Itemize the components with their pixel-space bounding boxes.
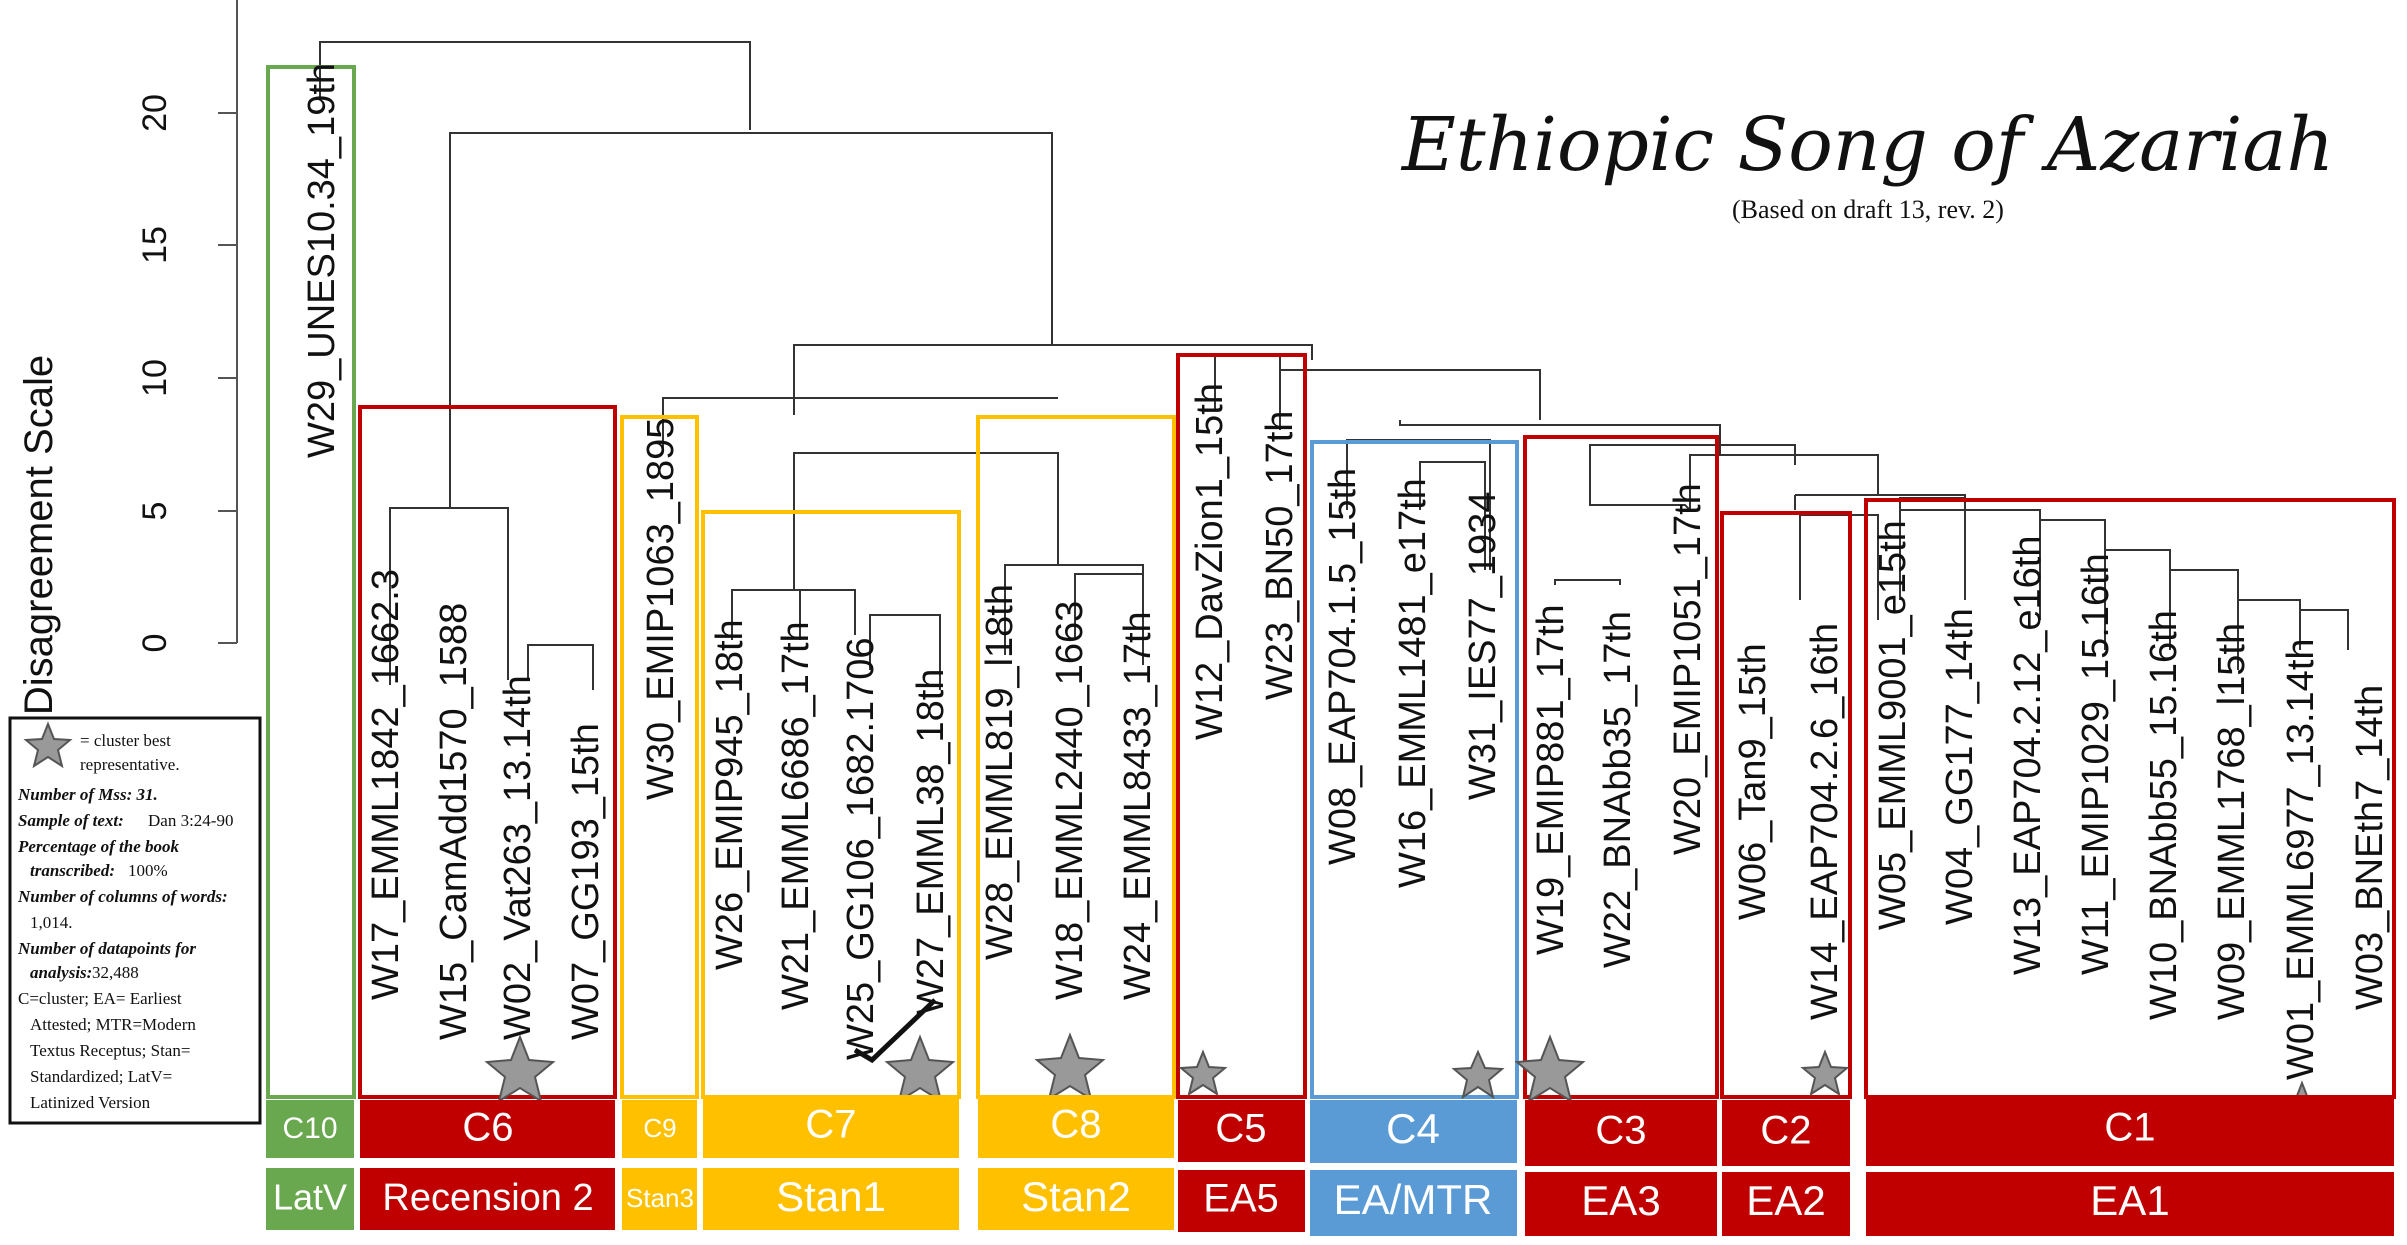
legend-line: 1,014. — [30, 913, 73, 932]
leaf-label: W26_EMIP945_18th — [709, 619, 751, 970]
cluster-c2: C2 — [1760, 1109, 1811, 1153]
leaf-label: W19_EMIP881_17th — [1530, 604, 1572, 955]
check-mark-icon — [853, 998, 937, 1064]
leaf-label: W23_BN50_17th — [1259, 411, 1301, 700]
legend: = cluster best representative. Number of… — [8, 716, 262, 1125]
legend-line: Latinized Version — [30, 1093, 151, 1112]
cluster-c7: C7 — [805, 1103, 856, 1147]
leaf-label: W13_EAP704.2.12_e16th — [2007, 536, 2049, 975]
group-ea3: EA3 — [1581, 1177, 1660, 1224]
figure-subtitle: (Based on draft 13, rev. 2) — [1732, 195, 2004, 224]
star-icon — [23, 721, 73, 769]
leaf-label: W14_EAP704.2.6_16th — [1804, 623, 1846, 1020]
group-ea1: EA1 — [2090, 1177, 2169, 1224]
cluster-box-c2 — [1720, 511, 1852, 1099]
star-icon — [1178, 1049, 1228, 1097]
leaf-label: W04_GG177_14th — [1939, 608, 1981, 925]
leaf-label: W28_EMML819_l18th — [979, 584, 1021, 960]
legend-line: Percentage of the book — [17, 837, 179, 856]
cluster-box-c3 — [1523, 435, 1719, 1099]
star-icon — [1514, 1034, 1586, 1104]
group-stan3: Stan3 — [626, 1183, 694, 1213]
leaf-label: W12_DavZion1_15th — [1189, 383, 1231, 740]
y-tick-5: 5 — [136, 502, 174, 521]
group-ea5: EA5 — [1203, 1177, 1279, 1221]
legend-line: Number of columns of words: — [17, 887, 228, 906]
leaf-label: W07_GG193_15th — [565, 723, 607, 1040]
cluster-c9: C9 — [643, 1113, 676, 1143]
legend-line: Textus Receptus; Stan= — [30, 1041, 190, 1060]
cluster-c3: C3 — [1595, 1109, 1646, 1153]
legend-line: Attested; MTR=Modern — [30, 1015, 196, 1034]
group-stan1: Stan1 — [776, 1173, 886, 1220]
group-recension-2: Recension 2 — [382, 1177, 593, 1219]
leaf-label: W22_BNAbb35_17th — [1597, 611, 1639, 968]
legend-line: transcribed: — [30, 861, 115, 880]
leaf-label: W24_EMML8433_17th — [1117, 611, 1159, 1000]
cluster-box-c5 — [1176, 353, 1307, 1099]
cluster-c1: C1 — [2104, 1106, 2155, 1150]
cluster-c6: C6 — [462, 1106, 513, 1150]
y-tick-20: 20 — [136, 94, 174, 132]
star-icon — [1451, 1049, 1505, 1100]
star-icon — [1034, 1032, 1106, 1102]
leaf-label: W01_EMML6977_13.14th — [2280, 638, 2322, 1080]
leaf-label: W11_EMIP1029_15.16th — [2075, 553, 2117, 975]
legend-line: Number of Mss: 31. — [17, 785, 158, 804]
cluster-box-c4 — [1310, 440, 1519, 1099]
legend-line: analysis: — [30, 963, 92, 982]
legend-line: Sample of text: — [18, 811, 124, 830]
legend-line: C=cluster; EA= Earliest — [18, 989, 182, 1008]
leaf-label: W30_EMIP1063_1895 — [640, 418, 682, 800]
cluster-bands: C10 LatV C6 Recension 2 C9 Stan3 C7 Stan… — [266, 1095, 2394, 1236]
star-icon — [1800, 1049, 1850, 1097]
leaf-label: W06_Tan9_15th — [1732, 643, 1774, 920]
legend-line: 32,488 — [92, 963, 139, 982]
leaf-label: W20_EMIP1051_17th — [1667, 483, 1709, 855]
y-tick-0: 0 — [136, 634, 174, 653]
star-icon — [884, 1034, 956, 1104]
leaf-label: W10_BNAbb55_15.16th — [2143, 610, 2185, 1020]
leaf-label: W09_EMML1768_l15th — [2211, 623, 2253, 1020]
group-latv: LatV — [273, 1177, 347, 1218]
leaf-label: W29_UNES10.34_19th — [301, 63, 343, 458]
leaf-label: W05_EMML9001_e15th — [1872, 520, 1914, 930]
legend-line: 100% — [128, 861, 168, 880]
cluster-box-c10 — [266, 65, 356, 1099]
leaf-label: W03_BNEth7_14th — [2349, 685, 2391, 1010]
leaf-label: W15_CamAdd1570_1588 — [433, 603, 475, 1040]
legend-line: Dan 3:24-90 — [148, 811, 233, 830]
y-axis — [218, 0, 238, 644]
y-tick-10: 10 — [136, 359, 174, 397]
cluster-box-c6 — [358, 405, 617, 1099]
leaf-label: W17_EMML1842_1662.3 — [365, 569, 407, 1000]
leaf-label: W21_EMML6686_17th — [775, 621, 817, 1010]
leaf-label: W25_GG106_1682.1706 — [840, 637, 882, 1060]
leaf-label: W02_Vat263_13.14th — [497, 675, 539, 1040]
legend-line: Number of datapoints for — [17, 939, 196, 958]
figure-title: Ethiopic Song of Azariah — [1400, 102, 2334, 188]
y-axis-label: Disagreement Scale — [17, 355, 61, 715]
dendrogram-tree — [319, 41, 2349, 690]
cluster-box-c9 — [620, 415, 699, 1099]
cluster-c8: C8 — [1050, 1103, 1101, 1147]
legend-star-text: = cluster best — [80, 731, 171, 750]
y-tick-15: 15 — [136, 226, 174, 264]
legend-line: Standardized; LatV= — [30, 1067, 172, 1086]
star-icon — [484, 1034, 556, 1104]
leaf-label: W16_EMML1481_e17th — [1392, 478, 1434, 888]
leaf-label: W08_EAP704.1.5_15th — [1322, 468, 1364, 865]
leaf-label: W27_EMML38_18th — [910, 669, 952, 1015]
leaf-label: W31_IES77_1934 — [1462, 492, 1504, 800]
leaf-label: W18_EMML2440_1663 — [1049, 601, 1091, 1000]
cluster-c10: C10 — [282, 1112, 337, 1145]
cluster-c4: C4 — [1386, 1105, 1440, 1152]
group-ea-mtr: EA/MTR — [1334, 1176, 1493, 1223]
group-stan2: Stan2 — [1021, 1173, 1131, 1220]
group-ea2: EA2 — [1746, 1177, 1825, 1224]
legend-star-text: representative. — [80, 755, 180, 774]
leaf-labels: W29_UNES10.34_19th W17_EMML1842_1662.3 W… — [301, 63, 2391, 1080]
cluster-c5: C5 — [1215, 1107, 1266, 1151]
